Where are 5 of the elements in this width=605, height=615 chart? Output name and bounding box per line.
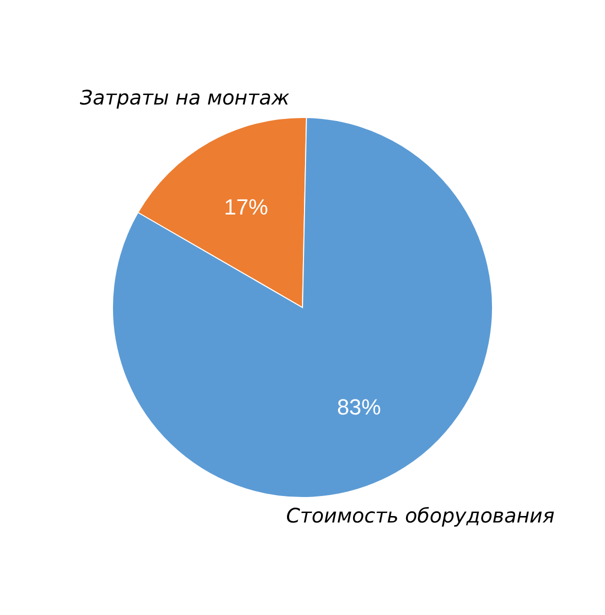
pie-slice bbox=[112, 117, 493, 498]
slice-label: Стоимость оборудования bbox=[286, 504, 555, 528]
data-label: 17% bbox=[224, 194, 268, 220]
slice-label: Затраты на монтаж bbox=[80, 85, 290, 110]
data-label: 83% bbox=[336, 394, 381, 420]
